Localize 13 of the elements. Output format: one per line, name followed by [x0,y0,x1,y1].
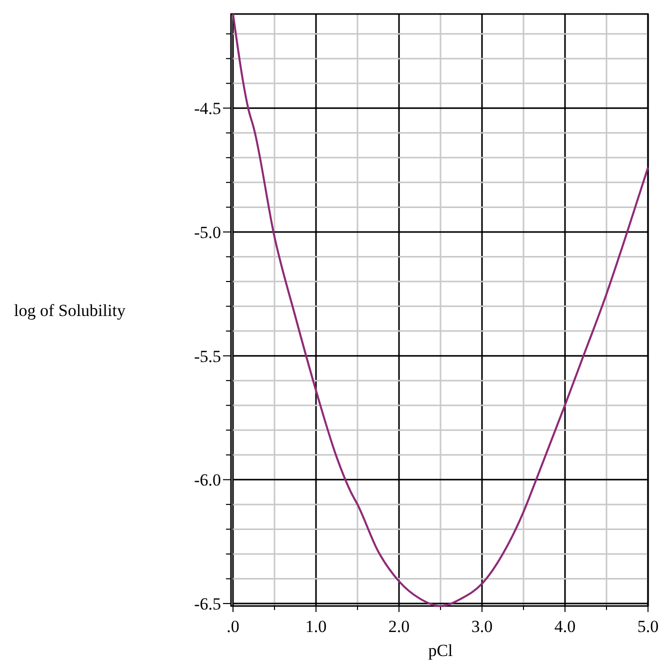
y-tick-label: -4.5 [194,99,221,118]
x-tick-label: 2.0 [388,617,410,636]
y-tick-label: -5.5 [194,346,221,366]
x-tick-label: 3.0 [471,617,493,636]
x-tick-label: .0 [226,617,240,636]
x-axis-title: pCl [428,641,454,660]
y-tick-label: -6.0 [194,470,221,490]
y-tick-label: -6.5 [194,594,221,614]
y-axis-title: log of Solubility [14,300,126,320]
x-tick-label: 4.0 [554,617,576,636]
x-tick-label: 1.0 [305,617,327,636]
x-tick-label: 5.0 [637,617,659,636]
y-tick-label: -5.0 [194,222,221,242]
